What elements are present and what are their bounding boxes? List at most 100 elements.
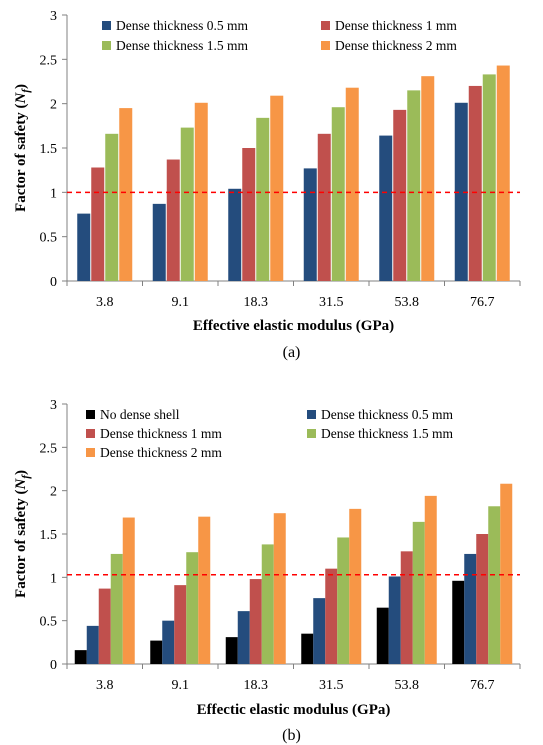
legend-swatch (102, 21, 111, 30)
legend-swatch (102, 41, 111, 50)
bar (174, 585, 187, 664)
x-tick-label: 9.1 (172, 678, 190, 693)
y-axis-title-symbol: N (13, 478, 29, 491)
x-tick-label: 76.7 (470, 295, 495, 310)
x-tick-label: 18.3 (244, 295, 269, 310)
bar (482, 74, 496, 281)
bar (421, 76, 435, 282)
bar (488, 506, 501, 664)
bar (162, 620, 175, 664)
bar (500, 483, 513, 664)
x-tick-label: 18.3 (244, 678, 269, 693)
bar (86, 625, 99, 664)
bar (242, 148, 256, 281)
bar (496, 65, 510, 281)
bar (249, 579, 262, 664)
chart-a: 0 0.5 1 1.5 2 2.5 3 3.8 9.1 18.3 31.5 53.8 76.7 Dense… (13, 9, 521, 361)
y-tick-label: 3 (50, 398, 57, 413)
y-axis-title: Factor of safety (Nf) (13, 470, 32, 598)
bar (301, 633, 314, 664)
bar (186, 552, 199, 664)
y-tick-label: 1.5 (40, 528, 58, 543)
bar (400, 551, 413, 664)
y-tick-label: 0 (50, 275, 57, 290)
bar (313, 598, 326, 664)
bar (376, 607, 389, 664)
bar (325, 568, 338, 664)
y-axis-title-subscript: f (20, 88, 32, 93)
bar (225, 637, 238, 664)
legend-entry: Dense thickness 1.5 mm (116, 38, 248, 53)
bar (152, 203, 166, 281)
y-tick-label: 2.5 (40, 53, 58, 68)
bar (476, 534, 489, 664)
y-tick-label: 1 (50, 571, 57, 586)
x-axis-title: Effective elastic modulus (GPa) (193, 318, 394, 334)
figure-caption: (a) (283, 344, 301, 361)
legend-swatch (307, 429, 316, 438)
x-tick-label: 3.8 (96, 295, 114, 310)
legend-entry: Dense thickness 2 mm (100, 445, 222, 460)
y-tick-label: 0 (50, 658, 57, 673)
bar (468, 85, 482, 281)
legend-entry: No dense shell (100, 407, 180, 422)
bar (270, 95, 284, 281)
bar (105, 133, 119, 281)
legend-swatch (321, 21, 330, 30)
y-tick-label: 1.5 (40, 142, 58, 157)
y-axis-title-end: ) (13, 84, 29, 89)
chart-b: 0 0.5 1 1.5 2 2.5 3 3.8 9.1 18.3 31.5 53.8 76.7 No de… (13, 398, 521, 744)
legend-swatch (86, 429, 95, 438)
y-tick-label: 0.5 (40, 231, 58, 246)
x-tick-label: 53.8 (395, 678, 420, 693)
y-axis-title: Factor of safety (Nf) (13, 84, 32, 212)
legend-swatch (321, 41, 330, 50)
bar (317, 133, 331, 281)
y-tick-label: 2 (50, 485, 57, 500)
legend-swatch (307, 410, 316, 419)
bar (331, 107, 345, 281)
x-tick-label: 53.8 (395, 295, 420, 310)
y-tick-label: 0.5 (40, 615, 58, 630)
legend-entry: Dense thickness 1 mm (100, 426, 222, 441)
legend-entry: Dense thickness 0.5 mm (116, 18, 248, 33)
bar (256, 117, 270, 281)
bar (194, 102, 208, 281)
legend-swatch (86, 448, 95, 457)
bar (198, 516, 211, 664)
y-axis-title-main: Factor of safety ( (13, 104, 29, 212)
bar (452, 580, 465, 664)
bar (412, 521, 425, 664)
bar (464, 553, 477, 664)
y-tick-label: 3 (50, 9, 57, 24)
legend-swatch (86, 410, 95, 419)
y-axis-title-end: ) (13, 470, 29, 475)
x-tick-label: 3.8 (96, 678, 114, 693)
bar (345, 87, 359, 281)
bar (150, 640, 163, 664)
legend-entry: Dense thickness 2 mm (335, 38, 457, 53)
bar (454, 102, 468, 281)
bar (180, 127, 194, 282)
y-axis-title-subscript: f (20, 474, 32, 479)
bar (228, 188, 242, 281)
legend-entry: Dense thickness 0.5 mm (321, 407, 453, 422)
legend-entry: Dense thickness 1.5 mm (321, 426, 453, 441)
y-tick-label: 2.5 (40, 441, 58, 456)
bar (273, 513, 286, 664)
bar (349, 508, 362, 664)
x-tick-label: 9.1 (172, 295, 190, 310)
bar (393, 109, 407, 281)
x-axis-title: Effectic elastic modulus (GPa) (197, 702, 391, 718)
x-tick-label: 31.5 (319, 678, 344, 693)
x-tick-label: 76.7 (470, 678, 495, 693)
bar (98, 588, 111, 664)
y-axis-title-main: Factor of safety ( (13, 490, 29, 598)
bar (74, 650, 87, 664)
y-axis-title-symbol: N (13, 92, 29, 105)
y-tick-label: 2 (50, 98, 57, 113)
bar (261, 544, 274, 664)
bar (388, 576, 401, 664)
legend-entry: Dense thickness 1 mm (335, 18, 457, 33)
bar (166, 159, 180, 281)
